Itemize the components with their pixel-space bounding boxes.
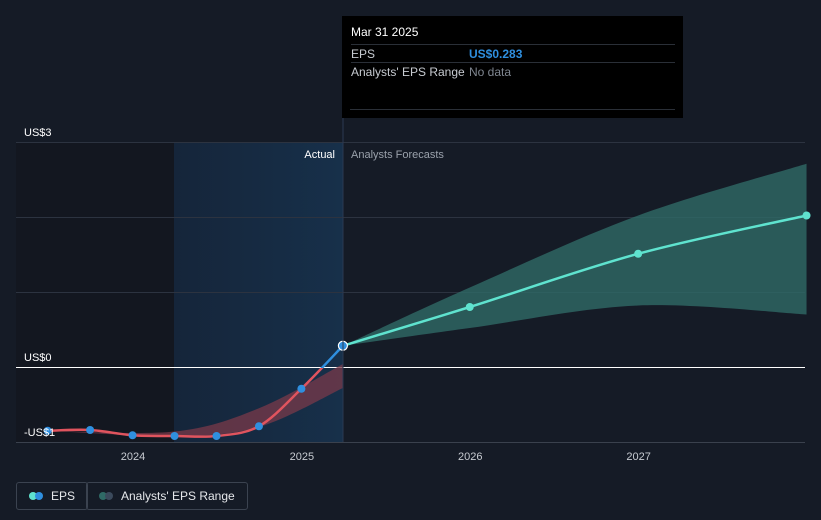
legend-range-label: Analysts' EPS Range (121, 489, 235, 503)
x-tick-label: 2024 (121, 451, 145, 463)
y-tick-label: US$3 (24, 127, 52, 139)
legend-range[interactable]: Analysts' EPS Range (86, 482, 248, 510)
eps-forecast-point (802, 211, 811, 220)
eps-actual-point (86, 426, 95, 434)
y-axis-labels: US$3 US$0 -US$1 (24, 127, 55, 439)
y-tick-label: -US$1 (24, 427, 55, 439)
eps-actual-point (297, 384, 306, 393)
eps-actual-point (170, 432, 179, 440)
legend-eps[interactable]: EPS (16, 482, 89, 510)
tooltip-range-row: Analysts' EPS Range No data (351, 62, 675, 80)
eps-swatch-icon (29, 492, 43, 500)
tooltip-range-value: No data (469, 64, 512, 79)
y-tick-label: US$0 (24, 352, 52, 364)
eps-forecast-point (465, 303, 474, 311)
eps-actual-point (254, 422, 263, 431)
eps-actual-point (128, 431, 137, 440)
eps-forecast-point (634, 249, 643, 258)
tooltip-range-label: Analysts' EPS Range (351, 64, 465, 79)
legend-eps-label: EPS (51, 489, 76, 503)
eps-actual-point (43, 426, 52, 435)
forecast-label: Analysts Forecasts (351, 149, 444, 161)
data-tooltip: Mar 31 2025 EPS US$0.283 Analysts' EPS R… (342, 16, 683, 118)
tooltip-eps-row: EPS US$0.283 (351, 44, 675, 62)
forecast-range-band (342, 163, 807, 346)
range-swatch-icon (99, 492, 113, 500)
actual-label: Actual (304, 149, 335, 161)
x-tick-label: 2025 (290, 451, 314, 463)
tooltip-date: Mar 31 2025 (351, 25, 419, 39)
tooltip-eps-label: EPS (351, 46, 376, 61)
x-axis-labels: 2024 2025 2026 2027 (121, 451, 651, 463)
eps-forecast-line (342, 214, 807, 347)
x-tick-label: 2026 (458, 451, 482, 463)
x-tick-label: 2027 (626, 451, 650, 463)
eps-actual-point (212, 432, 221, 440)
tooltip-divider (350, 109, 675, 110)
tooltip-eps-value: US$0.283 (469, 46, 523, 61)
